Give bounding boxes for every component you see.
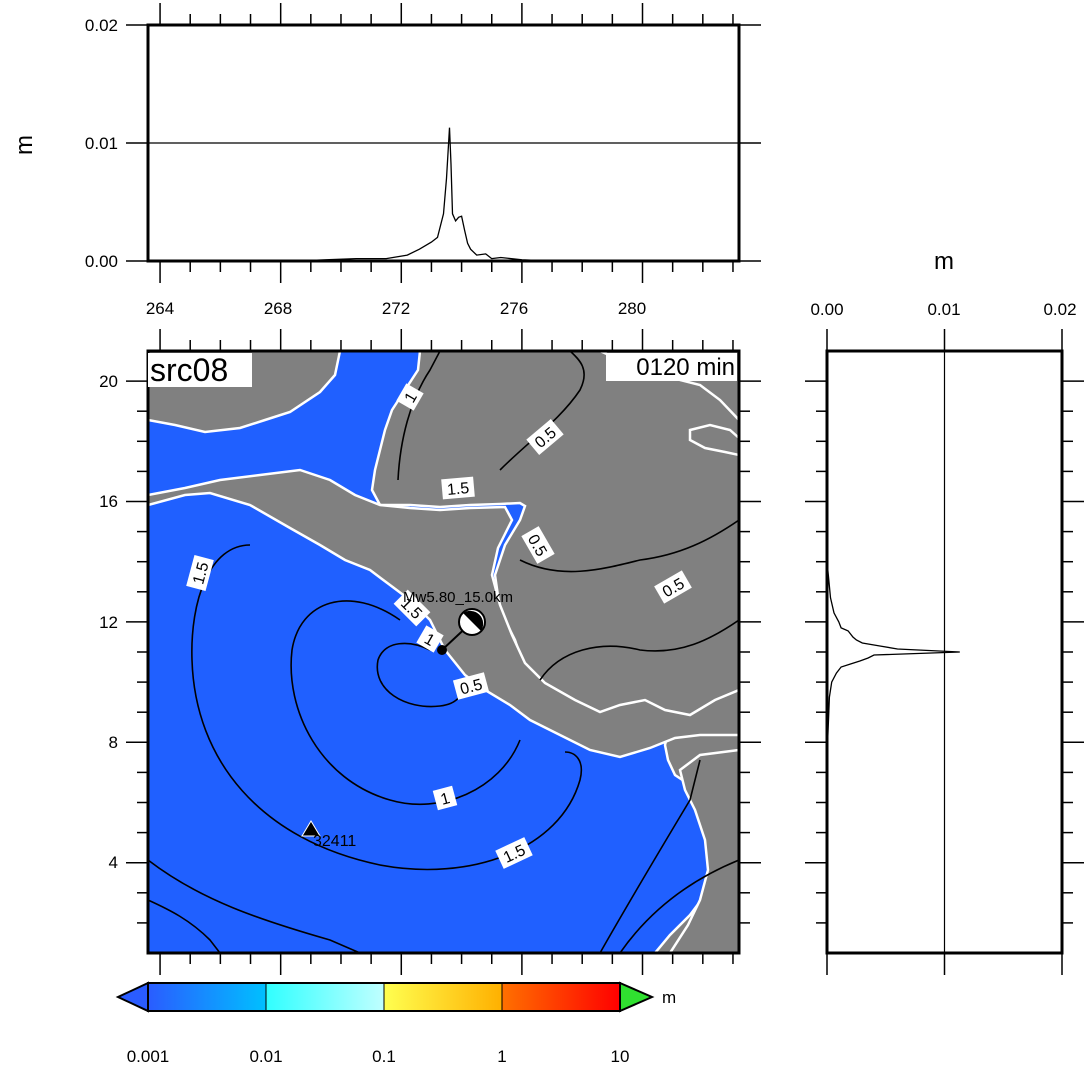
land-central-america	[148, 468, 739, 759]
contour-caribbean-0-5	[519, 519, 739, 573]
contour-1-5-outer	[191, 544, 583, 871]
top-y-tick-label: 0.02	[85, 16, 118, 35]
epicenter-marker	[437, 645, 447, 655]
contour-label-box: 1.5	[441, 476, 475, 500]
contour-caribbean-2	[499, 351, 585, 471]
top-y-tick-label: 0.01	[85, 134, 118, 153]
top-y-axis-label: m	[11, 135, 38, 155]
time-label: 0120 min	[636, 354, 735, 381]
right-x-axis-label: m	[934, 248, 954, 275]
top-y-tick-label: 0.00	[85, 252, 118, 271]
map-panel: 1.5 1 1.5 0.5 1	[99, 329, 761, 975]
contour-shelf-south-2	[619, 859, 739, 953]
contour-label: 1.5	[446, 480, 470, 499]
contour-1-5-far	[148, 859, 361, 953]
contour-label-box: 1	[396, 383, 424, 411]
contour-label-box: 1.5	[495, 837, 533, 869]
map-lat-tick-label: 12	[99, 613, 118, 632]
top-x-tick-label: 276	[500, 299, 528, 318]
colorbar-tick-label: 0.01	[249, 1047, 282, 1066]
map-ticks	[126, 329, 761, 975]
colorbar-tick-label: 0.001	[127, 1047, 170, 1066]
land-cuba	[688, 423, 739, 457]
contour-shelf-south	[599, 759, 701, 953]
map-lat-tick-label: 20	[99, 372, 118, 391]
colorbar-tick-label: 10	[611, 1047, 630, 1066]
contour-caribbean-1	[539, 619, 739, 681]
right-x-tick-label: 0.00	[810, 300, 843, 319]
top-x-tick-label: 280	[618, 299, 646, 318]
contour-sw-edge	[148, 899, 221, 953]
right-panel-ticks	[805, 329, 1084, 975]
right-profile-line	[826, 561, 960, 758]
colorbar-unit-label: m	[662, 988, 676, 1007]
top-waveform-line	[148, 127, 739, 262]
colorbar-high-arrow	[619, 981, 655, 1013]
right-x-tick-label: 0.02	[1043, 300, 1076, 319]
map-lat-tick-label: 8	[109, 733, 118, 752]
contour-label: 0.5	[458, 676, 484, 698]
station-triangle-icon	[301, 820, 321, 837]
top-panel-ticks	[126, 3, 761, 283]
contour-label-box: 1	[432, 785, 458, 811]
top-x-tick-label: 272	[382, 299, 410, 318]
event-label: Mw5.80_15.0km	[403, 589, 513, 606]
land-south-america	[668, 748, 739, 953]
right-x-tick-label: 0.01	[927, 300, 960, 319]
colorbar-tick-label: 0.1	[372, 1047, 396, 1066]
map-lat-tick-label: 4	[109, 853, 118, 872]
top-x-tick-label: 264	[146, 299, 174, 318]
contour-lines	[148, 351, 739, 953]
contour-label-box: 0.5	[452, 672, 490, 700]
contour-gulf-1	[397, 351, 441, 481]
right-profile-panel: m 0.00 0.01 0.02	[805, 248, 1084, 975]
contour-label-box: 1.5	[186, 554, 214, 592]
map-lat-tick-label: 16	[99, 492, 118, 511]
source-id-label: src08	[150, 352, 228, 388]
colorbar-tick-label: 1	[497, 1047, 506, 1066]
focal-mechanism-icon	[458, 608, 486, 636]
contour-1-mid	[290, 600, 521, 806]
colorbar: m 0.001 0.01 0.1 1 10	[115, 981, 676, 1066]
contour-label-group: 1.5 1 1.5 0.5 1	[186, 383, 692, 869]
station-label: 32411	[313, 833, 356, 850]
contour-label: 1.5	[190, 560, 212, 586]
contour-label: 1	[439, 790, 452, 809]
top-timeseries-panel: 0.02 0.01 0.00 m 264 268 272 276 280	[11, 3, 761, 318]
contour-label-box: 1	[416, 625, 444, 653]
colorbar-low-arrow	[115, 981, 149, 1013]
time-label-box	[606, 353, 737, 381]
source-id-box	[148, 353, 252, 387]
top-x-tick-label: 268	[264, 299, 292, 318]
contour-0-5-inner	[376, 642, 463, 708]
